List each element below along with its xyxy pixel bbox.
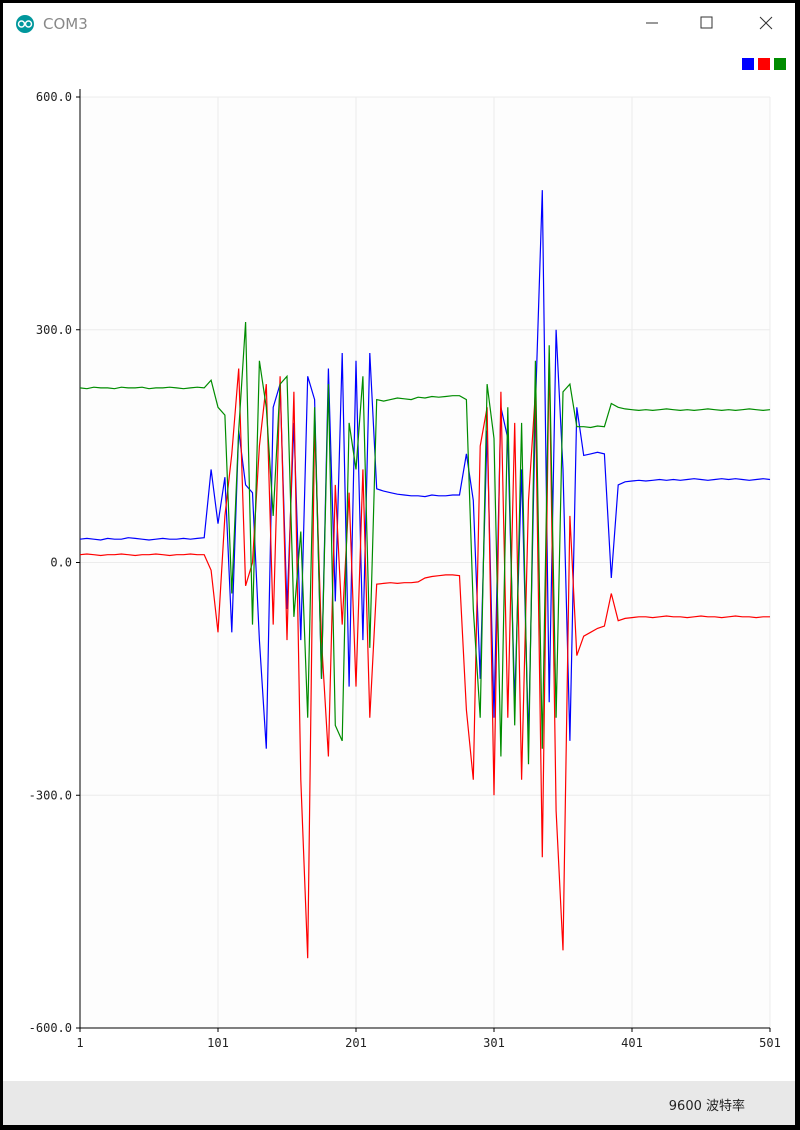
x-tick-label: 301 bbox=[483, 1036, 505, 1050]
x-tick-label: 1 bbox=[76, 1036, 83, 1050]
series-line bbox=[79, 190, 771, 749]
series-line bbox=[79, 321, 771, 765]
window: COM3 -600.0 -300.0 0.0 300.0 600.0 1 101 201 301… bbox=[3, 3, 795, 1125]
y-tick-label: 0.0 bbox=[50, 556, 72, 570]
series-line bbox=[79, 352, 770, 959]
y-tick-label: 600.0 bbox=[36, 90, 72, 104]
window-title: COM3 bbox=[43, 15, 88, 33]
x-tick-label: 201 bbox=[345, 1036, 367, 1050]
baud-select[interactable]: 9600 波特率 bbox=[668, 1099, 745, 1114]
y-tick-label: 300.0 bbox=[36, 323, 72, 337]
bottom-bar: 9600 波特率 bbox=[3, 1081, 795, 1125]
maximize-button[interactable] bbox=[700, 16, 713, 29]
x-tick-label: 501 bbox=[759, 1036, 781, 1050]
plotter: -600.0 -300.0 0.0 300.0 600.0 1 101 201 301 401 50… bbox=[29, 58, 786, 1050]
title-icons bbox=[16, 15, 773, 33]
app-icon-loop bbox=[17, 20, 26, 28]
legend-swatch bbox=[742, 58, 754, 70]
y-tick-label: -300.0 bbox=[29, 788, 72, 802]
x-tick-label: 101 bbox=[207, 1036, 229, 1050]
y-tick-label: -600.0 bbox=[29, 1021, 72, 1035]
title-bar: COM3 bbox=[3, 3, 795, 45]
legend-swatch bbox=[758, 58, 770, 70]
legend-swatch bbox=[774, 58, 786, 70]
app-icon-loop bbox=[24, 20, 33, 28]
x-tick-label: 401 bbox=[621, 1036, 643, 1050]
close-button[interactable] bbox=[759, 16, 773, 30]
